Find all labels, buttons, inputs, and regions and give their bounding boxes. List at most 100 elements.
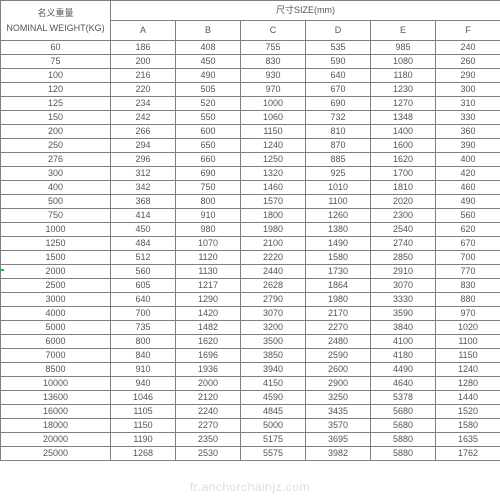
cell-weight: 276 — [1, 153, 111, 167]
cell-weight: 200 — [1, 125, 111, 139]
cell-e: 2740 — [371, 237, 436, 251]
cell-b: 650 — [176, 139, 241, 153]
cell-weight: 13600 — [1, 391, 111, 405]
cell-f: 400 — [436, 153, 500, 167]
table-row: 60186408755535985240 — [1, 41, 500, 55]
cell-e: 985 — [371, 41, 436, 55]
table-row: 600080016203500248041001100 — [1, 335, 500, 349]
table-row: 25000126825305575398258801762 — [1, 447, 500, 461]
cell-f: 1020 — [436, 321, 500, 335]
green-marker — [0, 269, 4, 271]
cell-b: 660 — [176, 153, 241, 167]
table-row: 400342750146010101810460 — [1, 181, 500, 195]
cell-c: 3500 — [241, 335, 306, 349]
table-row: 750414910180012602300560 — [1, 209, 500, 223]
table-row: 1002164909306401180290 — [1, 69, 500, 83]
cell-b: 1936 — [176, 363, 241, 377]
cell-weight: 7000 — [1, 349, 111, 363]
cell-d: 3695 — [306, 433, 371, 447]
cell-a: 368 — [111, 195, 176, 209]
cell-e: 1230 — [371, 83, 436, 97]
cell-d: 2480 — [306, 335, 371, 349]
cell-weight: 20000 — [1, 433, 111, 447]
cell-c: 2440 — [241, 265, 306, 279]
cell-weight: 1000 — [1, 223, 111, 237]
table-row: 20005601130244017302910770 — [1, 265, 500, 279]
cell-c: 830 — [241, 55, 306, 69]
cell-f: 1240 — [436, 363, 500, 377]
cell-a: 220 — [111, 83, 176, 97]
cell-weight: 400 — [1, 181, 111, 195]
cell-d: 535 — [306, 41, 371, 55]
cell-f: 1280 — [436, 377, 500, 391]
col-e: E — [371, 21, 436, 41]
cell-weight: 300 — [1, 167, 111, 181]
cell-d: 640 — [306, 69, 371, 83]
cell-d: 1580 — [306, 251, 371, 265]
cell-d: 2600 — [306, 363, 371, 377]
cell-weight: 500 — [1, 195, 111, 209]
cell-c: 5175 — [241, 433, 306, 447]
cell-f: 330 — [436, 111, 500, 125]
table-row: 500368800157011002020490 — [1, 195, 500, 209]
cell-c: 1570 — [241, 195, 306, 209]
cell-f: 1100 — [436, 335, 500, 349]
cell-weight: 10000 — [1, 377, 111, 391]
cell-weight: 6000 — [1, 335, 111, 349]
cell-d: 3435 — [306, 405, 371, 419]
cell-c: 2790 — [241, 293, 306, 307]
table-row: 30006401290279019803330880 — [1, 293, 500, 307]
cell-c: 4150 — [241, 377, 306, 391]
cell-f: 1520 — [436, 405, 500, 419]
cell-e: 2850 — [371, 251, 436, 265]
cell-b: 1120 — [176, 251, 241, 265]
cell-c: 1240 — [241, 139, 306, 153]
cell-b: 800 — [176, 195, 241, 209]
cell-a: 840 — [111, 349, 176, 363]
cell-f: 970 — [436, 307, 500, 321]
table-row: 700084016963850259041801150 — [1, 349, 500, 363]
cell-e: 1700 — [371, 167, 436, 181]
cell-c: 1980 — [241, 223, 306, 237]
cell-f: 620 — [436, 223, 500, 237]
cell-b: 750 — [176, 181, 241, 195]
col-f: F — [436, 21, 500, 41]
cell-b: 910 — [176, 209, 241, 223]
cell-f: 700 — [436, 251, 500, 265]
cell-c: 1320 — [241, 167, 306, 181]
cell-a: 605 — [111, 279, 176, 293]
table-row: 500073514823200227038401020 — [1, 321, 500, 335]
cell-d: 3570 — [306, 419, 371, 433]
cell-weight: 3000 — [1, 293, 111, 307]
cell-e: 5680 — [371, 405, 436, 419]
cell-e: 1270 — [371, 97, 436, 111]
header-size: 尺寸SIZE(mm) — [111, 1, 500, 21]
table-row: 20026660011508101400360 — [1, 125, 500, 139]
cell-b: 1482 — [176, 321, 241, 335]
cell-e: 3070 — [371, 279, 436, 293]
cell-c: 3070 — [241, 307, 306, 321]
cell-a: 1046 — [111, 391, 176, 405]
cell-weight: 250 — [1, 139, 111, 153]
cell-c: 1800 — [241, 209, 306, 223]
cell-b: 1696 — [176, 349, 241, 363]
cell-b: 1217 — [176, 279, 241, 293]
table-row: 13600104621204590325053781440 — [1, 391, 500, 405]
cell-b: 1290 — [176, 293, 241, 307]
cell-b: 2000 — [176, 377, 241, 391]
cell-b: 550 — [176, 111, 241, 125]
table-row: 12523452010006901270310 — [1, 97, 500, 111]
cell-e: 5378 — [371, 391, 436, 405]
cell-c: 2220 — [241, 251, 306, 265]
table-header: 名义重量 NOMINAL WEIGHT(KG) 尺寸SIZE(mm) A B C… — [1, 1, 500, 41]
cell-c: 2100 — [241, 237, 306, 251]
cell-a: 294 — [111, 139, 176, 153]
cell-f: 560 — [436, 209, 500, 223]
cell-a: 1150 — [111, 419, 176, 433]
cell-d: 2270 — [306, 321, 371, 335]
cell-e: 2910 — [371, 265, 436, 279]
cell-b: 980 — [176, 223, 241, 237]
cell-f: 1635 — [436, 433, 500, 447]
cell-d: 670 — [306, 83, 371, 97]
table-row: 25029465012408701600390 — [1, 139, 500, 153]
